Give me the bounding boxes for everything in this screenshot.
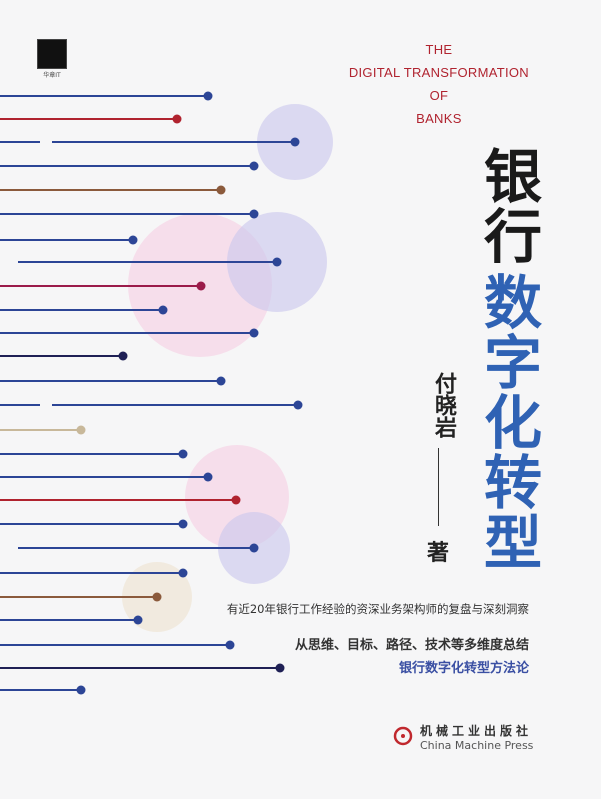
author-role: 著 xyxy=(427,541,450,566)
line-end-dot xyxy=(225,640,235,650)
line-end-dot xyxy=(133,615,143,625)
logo-mark xyxy=(37,39,67,69)
line-end-dot xyxy=(158,305,168,315)
title-line-2: 数字化转型 xyxy=(474,272,542,572)
line-end-dot xyxy=(249,161,259,171)
line-end-dot xyxy=(172,114,182,124)
line-end-dot xyxy=(249,328,259,338)
line-end-dot xyxy=(196,281,206,291)
line-end-dot xyxy=(203,91,213,101)
line-end-dot xyxy=(203,472,213,482)
publisher-emblem-icon xyxy=(393,726,413,746)
line-end-dot xyxy=(216,185,226,195)
line-end-dot xyxy=(290,137,300,147)
author-divider xyxy=(438,448,439,526)
english-title-line: OF xyxy=(429,88,449,103)
english-title-line: THE xyxy=(425,42,453,57)
line-end-dot xyxy=(249,209,259,219)
line-end-dot xyxy=(152,592,162,602)
english-title-line: BANKS xyxy=(416,111,462,126)
publisher: 机械工业出版社 China Machine Press xyxy=(392,722,533,752)
publisher-name-cn: 机械工业出版社 xyxy=(420,724,533,738)
line-end-dot xyxy=(76,425,86,435)
line-end-dot xyxy=(178,568,188,578)
tagline-2: 从思维、目标、路径、技术等多维度总结 xyxy=(294,638,529,653)
line-end-dot xyxy=(275,663,285,673)
author-name: 付晓岩 xyxy=(431,372,456,438)
publisher-name-en: China Machine Press xyxy=(420,739,534,752)
line-end-dot xyxy=(178,449,188,459)
line-end-dot xyxy=(216,376,226,386)
tagline-1: 有近20年银行工作经验的资深业务架构师的复盘与深刻洞察 xyxy=(226,602,529,616)
line-end-dot xyxy=(293,400,303,410)
english-title-line: DIGITAL TRANSFORMATION xyxy=(348,65,529,80)
line-end-dot xyxy=(128,235,138,245)
line-end-dot xyxy=(272,257,282,267)
english-title: THE DIGITAL TRANSFORMATION OF BANKS xyxy=(349,38,529,130)
line-end-dot xyxy=(118,351,128,361)
tagline-3: 银行数字化转型方法论 xyxy=(398,661,529,676)
title-line-1: 银行 xyxy=(474,146,542,266)
logo-text: 华章IT xyxy=(43,72,61,79)
line-end-dot xyxy=(249,543,259,553)
line-end-dot xyxy=(231,495,241,505)
publisher-logo: 华章IT xyxy=(37,39,67,79)
line-end-dot xyxy=(178,519,188,529)
line-end-dot xyxy=(76,685,86,695)
